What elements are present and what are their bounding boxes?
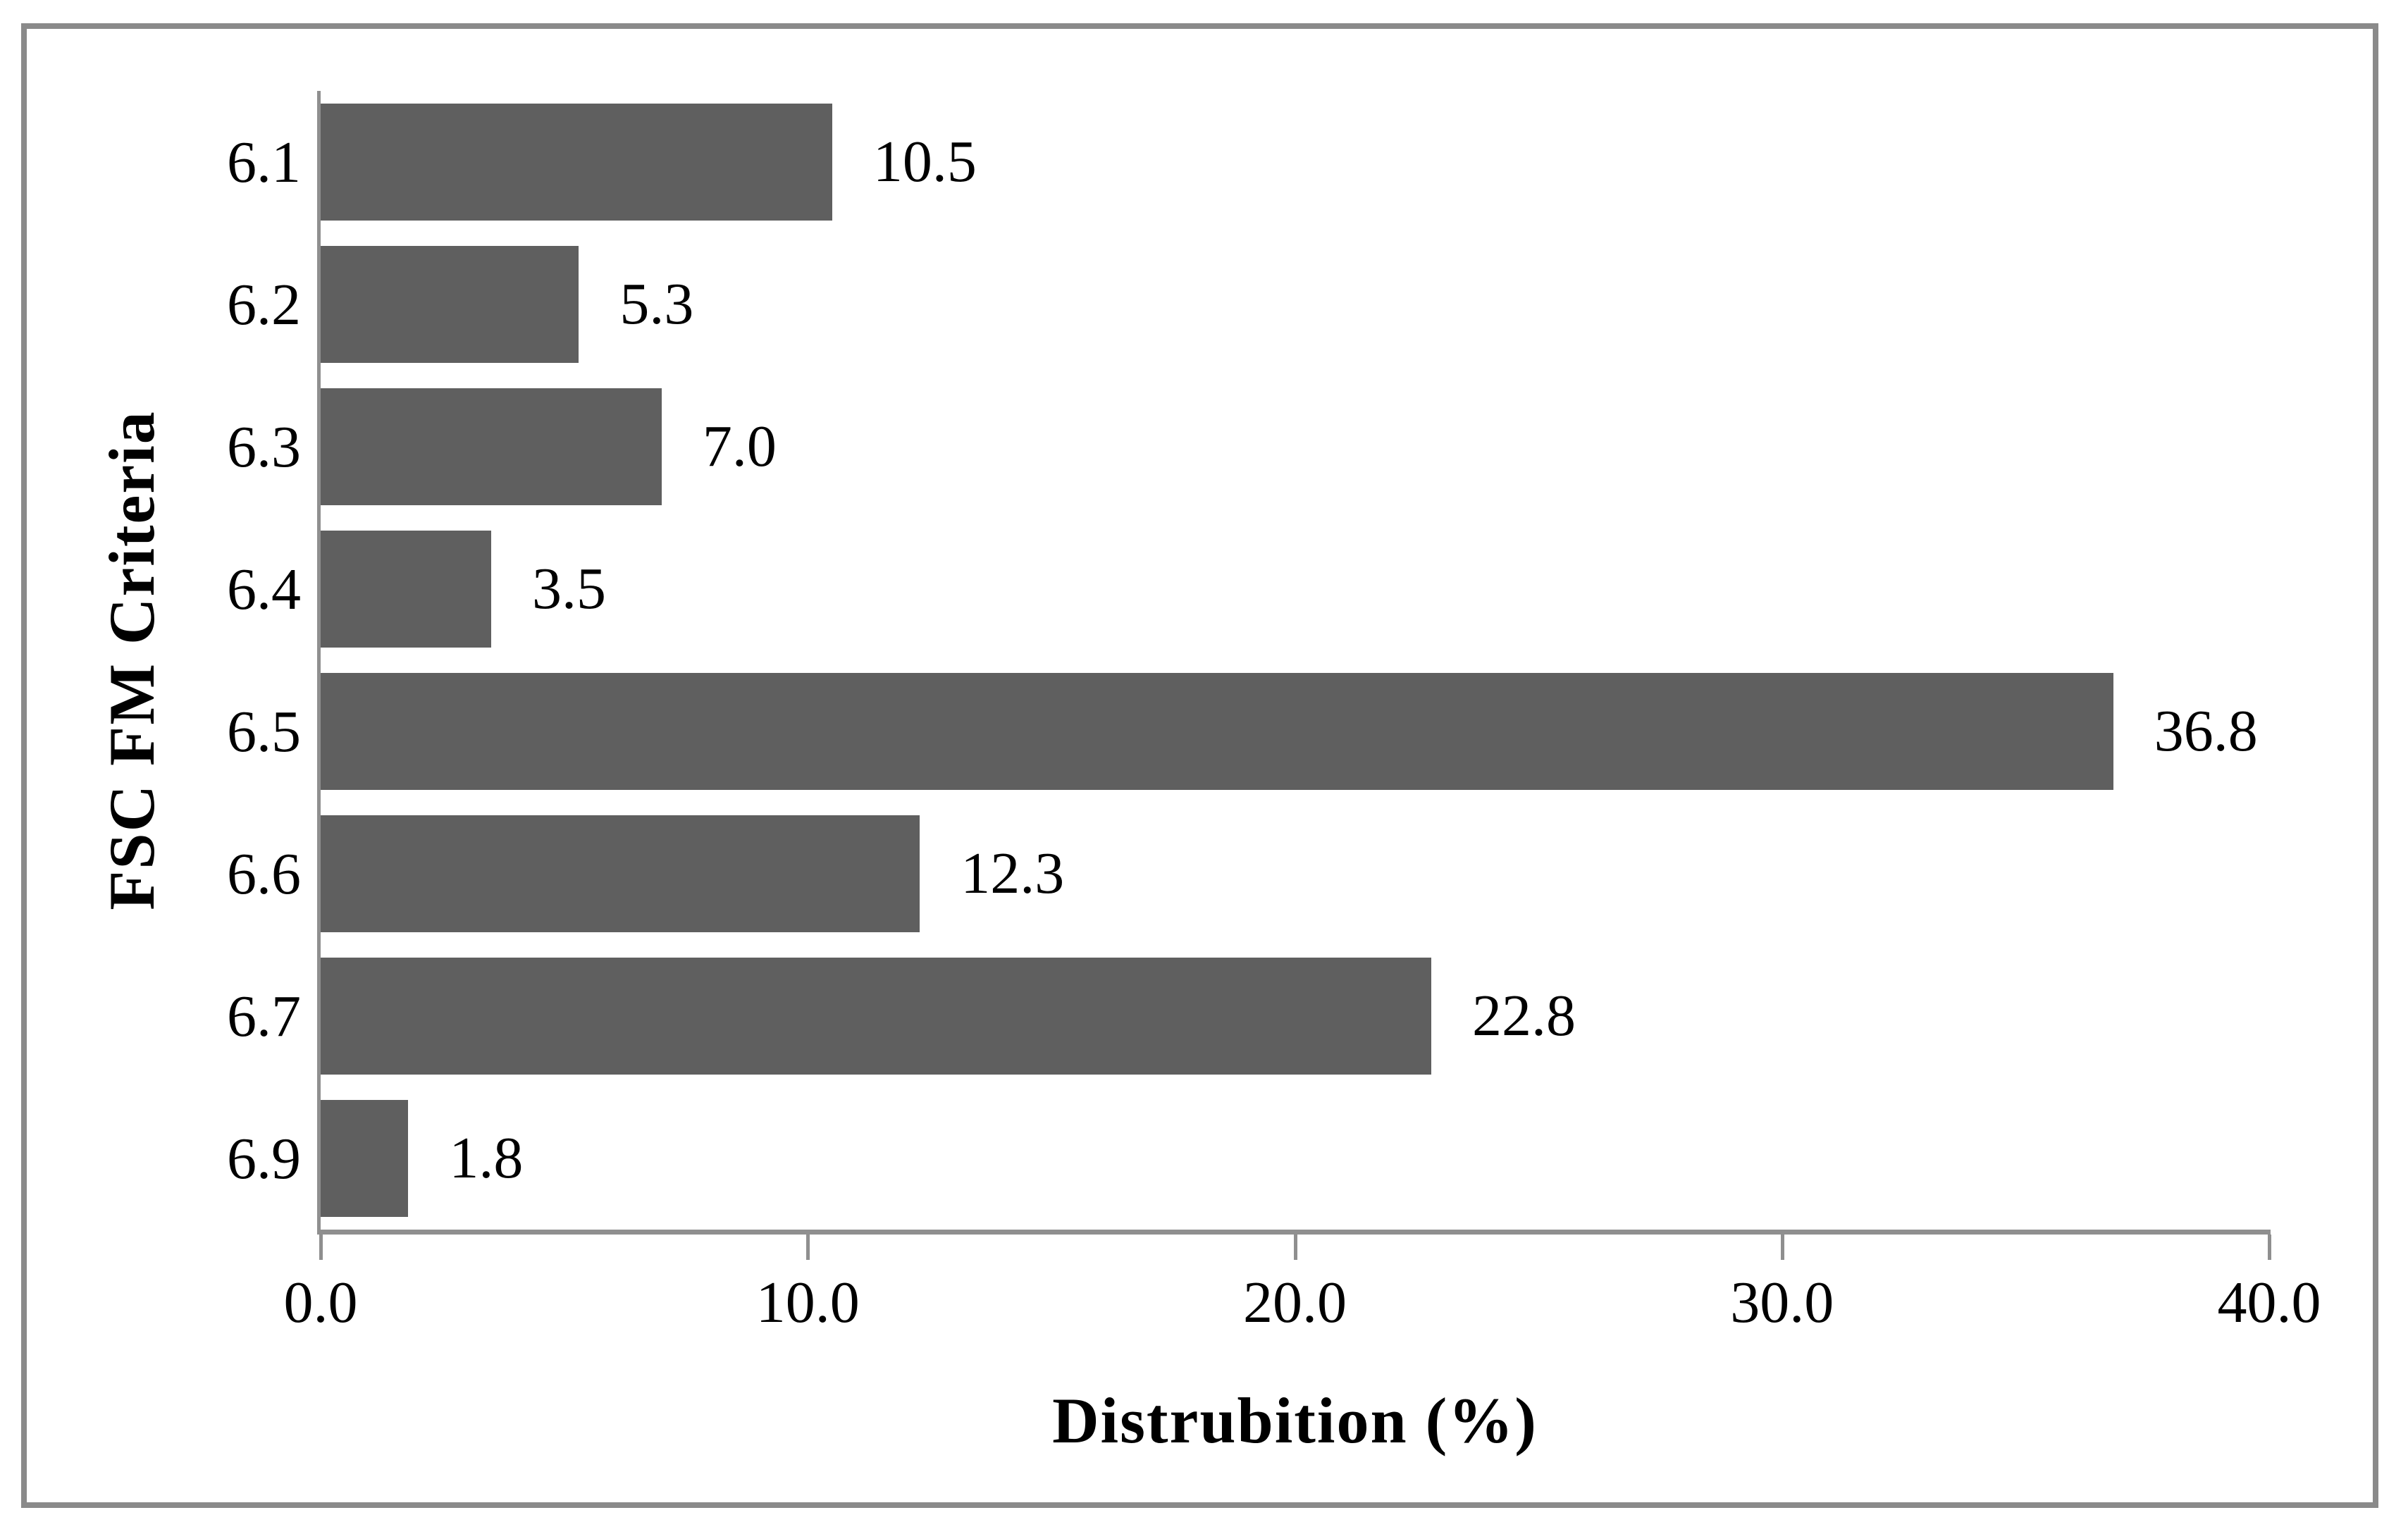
category-label-6.4: 6.4 (227, 556, 301, 622)
bar-6.3 (321, 388, 662, 505)
bar-value-label-6.9: 1.8 (449, 1125, 524, 1191)
bar-value-label-6.7: 22.8 (1472, 983, 1576, 1049)
bar-row-6.3: 7.0 (321, 376, 2269, 518)
bar-row-6.1: 10.5 (321, 91, 2269, 233)
category-label-6.9: 6.9 (227, 1125, 301, 1192)
bar-row-6.4: 3.5 (321, 518, 2269, 660)
bar-value-label-6.3: 7.0 (702, 414, 777, 479)
bar-6.1 (321, 104, 832, 221)
x-axis-line (317, 1230, 2271, 1235)
bar-6.4 (321, 531, 491, 648)
category-label-6.2: 6.2 (227, 271, 301, 338)
category-label-6.7: 6.7 (227, 983, 301, 1049)
bar-value-label-6.5: 36.8 (2154, 698, 2258, 764)
bar-value-label-6.2: 5.3 (619, 271, 694, 337)
plot-area: 10.5 5.3 7.0 3.5 36.8 12.3 22.8 1.8 Distrubitio… (284, 91, 2321, 1456)
x-tick-label-10.0: 10.0 (755, 1270, 860, 1335)
x-tick-label-30.0: 30.0 (1730, 1270, 1834, 1335)
category-label-6.5: 6.5 (227, 698, 301, 765)
x-tick-label-20.0: 20.0 (1243, 1270, 1347, 1335)
chart-frame: FSC FM Criteria 6.1 6.2 6.3 6.4 6.5 6.6 6.7 6.9… (21, 23, 2378, 1508)
bars-container: 10.5 5.3 7.0 3.5 36.8 12.3 22.8 1.8 (321, 91, 2269, 1230)
category-label-6.6: 6.6 (227, 841, 301, 907)
x-axis-title: Distrubition (%) (1052, 1385, 1538, 1456)
x-tick-label-40.0: 40.0 (2217, 1270, 2321, 1335)
y-axis-line (317, 91, 321, 1230)
bar-row-6.7: 22.8 (321, 945, 2269, 1087)
x-tick-40.0 (2268, 1235, 2271, 1260)
bar-row-6.9: 1.8 (321, 1087, 2269, 1230)
x-tick-20.0 (1293, 1235, 1297, 1260)
category-labels: 6.1 6.2 6.3 6.4 6.5 6.6 6.7 6.9 (27, 91, 321, 1230)
bar-6.7 (321, 958, 1432, 1075)
x-tick-30.0 (1780, 1235, 1784, 1260)
bar-6.9 (321, 1100, 409, 1217)
x-tick-0.0 (319, 1235, 323, 1260)
bar-row-6.5: 36.8 (321, 660, 2269, 803)
bar-value-label-6.4: 3.5 (531, 556, 606, 621)
category-label-6.3: 6.3 (227, 414, 301, 480)
x-tick-10.0 (806, 1235, 810, 1260)
bar-6.5 (321, 673, 2113, 790)
bar-row-6.2: 5.3 (321, 233, 2269, 376)
category-label-6.1: 6.1 (227, 129, 301, 195)
bar-row-6.6: 12.3 (321, 803, 2269, 945)
x-tick-label-0.0: 0.0 (283, 1270, 358, 1335)
bar-value-label-6.1: 10.5 (872, 129, 977, 194)
bar-6.2 (321, 246, 579, 363)
bar-value-label-6.6: 12.3 (961, 841, 1065, 906)
bar-6.6 (321, 815, 920, 932)
